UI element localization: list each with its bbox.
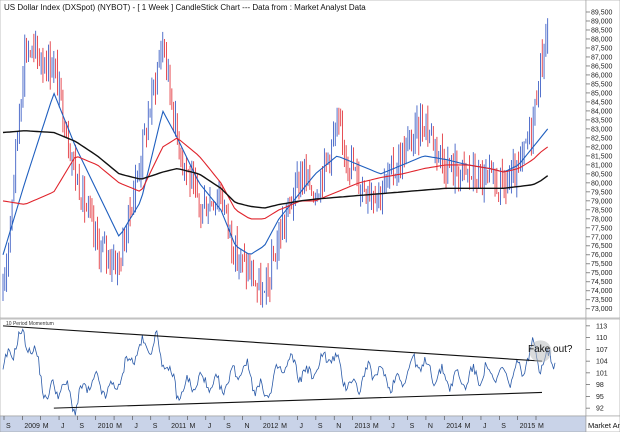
price-y-tick-label: 88,500 — [591, 27, 613, 34]
price-y-tick-label: 86,500 — [591, 63, 613, 70]
momentum-title: 10 Period Momentum — [6, 321, 54, 327]
momentum-y-tick-label: 104 — [596, 359, 608, 366]
momentum-line — [2, 328, 556, 416]
x-tick-label: M — [465, 423, 471, 430]
price-y-tick-label: 80,500 — [591, 171, 613, 178]
momentum-y-tick-label: 95 — [596, 394, 604, 401]
price-y-tick-label: 77,500 — [591, 225, 613, 232]
x-tick-label: N — [428, 423, 433, 430]
x-tick-label: M — [43, 423, 49, 430]
x-axis-band — [0, 415, 587, 433]
price-y-tick-label: 74,500 — [591, 279, 613, 286]
x-tick-label: 2013 — [355, 423, 371, 430]
price-y-tick-label: 76,500 — [591, 243, 613, 250]
x-tick-label: M — [373, 423, 379, 430]
x-tick-label: J — [391, 423, 395, 430]
axis-layer: 89,500 89,000 88,500 88,000 87,500 87,000 86,5… — [3, 9, 613, 430]
price-y-tick-label: 75,000 — [591, 270, 613, 277]
price-y-tick-label: 85,000 — [591, 90, 613, 97]
momentum-axis-panel — [585, 318, 620, 417]
upper-trendline — [2, 325, 543, 362]
price-y-tick-label: 89,500 — [591, 9, 613, 16]
x-tick-label: N — [244, 423, 249, 430]
moving-average-red — [2, 137, 549, 220]
price-y-tick-label: 79,500 — [591, 189, 613, 196]
moving-average-blue — [2, 91, 549, 255]
x-tick-label: 2009 — [24, 423, 40, 430]
footer-brand: Market Analyst 6 — [588, 421, 620, 430]
momentum-y-tick-label: 101 — [596, 370, 608, 377]
momentum-y-tick-label: 113 — [596, 323, 607, 330]
x-tick-label: J — [134, 423, 138, 430]
price-y-tick-label: 83,500 — [591, 117, 613, 124]
price-y-tick-label: 77,000 — [591, 234, 613, 241]
price-y-tick-label: 82,000 — [591, 144, 613, 151]
price-y-tick-label: 84,500 — [591, 99, 613, 106]
price-y-tick-label: 87,500 — [591, 45, 613, 52]
price-y-tick-label: 88,000 — [591, 36, 613, 43]
momentum-y-tick-label: 92 — [596, 406, 604, 413]
price-y-tick-label: 89,000 — [591, 18, 613, 25]
x-tick-label: M — [116, 423, 122, 430]
x-tick-label: 2014 — [446, 423, 462, 430]
price-y-tick-label: 79,000 — [591, 198, 613, 205]
x-tick-label: S — [6, 423, 11, 430]
x-tick-label: S — [226, 423, 231, 430]
price-y-tick-label: 81,500 — [591, 153, 613, 160]
x-tick-label: 2015 — [520, 423, 536, 430]
x-tick-label: 2012 — [263, 423, 279, 430]
x-tick-label: M — [281, 423, 287, 430]
price-y-tick-label: 74,000 — [591, 288, 613, 295]
x-tick-label: S — [318, 423, 323, 430]
x-tick-label: N — [336, 423, 341, 430]
price-y-tick-label: 82,500 — [591, 135, 613, 142]
momentum-y-tick-label: 98 — [596, 382, 604, 389]
price-y-tick-label: 75,500 — [591, 261, 613, 268]
x-tick-label: J — [208, 423, 212, 430]
x-tick-label: J — [61, 423, 65, 430]
price-y-tick-label: 73,500 — [591, 297, 613, 304]
price-y-tick-label: 84,000 — [591, 108, 613, 115]
price-y-tick-label: 87,000 — [591, 54, 613, 61]
price-panel-frame — [0, 0, 587, 319]
price-y-tick-label: 81,000 — [591, 162, 613, 169]
momentum-y-tick-label: 107 — [596, 347, 608, 354]
x-tick-label: S — [501, 423, 506, 430]
chart-title: US Dollar Index (DXSpot) (NYBOT) - [ 1 W… — [4, 3, 366, 12]
x-tick-label: M — [538, 423, 544, 430]
price-y-tick-label: 83,000 — [591, 126, 613, 133]
x-tick-label: S — [79, 423, 84, 430]
price-y-tick-label: 78,000 — [591, 216, 613, 223]
x-tick-label: J — [483, 423, 487, 430]
candles — [2, 18, 549, 308]
price-y-tick-label: 86,000 — [591, 72, 613, 79]
price-y-tick-label: 78,500 — [591, 207, 613, 214]
x-tick-label: J — [300, 423, 304, 430]
moving-average-black — [2, 130, 549, 209]
x-tick-label: 2011 — [171, 423, 186, 430]
momentum-layer — [2, 325, 556, 416]
price-axis-panel — [585, 0, 620, 319]
lower-trendline — [53, 391, 543, 409]
price-y-tick-label: 76,000 — [591, 252, 613, 259]
price-y-tick-label: 85,500 — [591, 81, 613, 88]
momentum-y-tick-label: 110 — [596, 335, 607, 342]
x-tick-label: S — [410, 423, 415, 430]
x-tick-label: 2010 — [98, 423, 114, 430]
x-tick-label: M — [189, 423, 195, 430]
fake-out-highlight — [529, 340, 552, 363]
price-y-tick-label: 73,000 — [591, 306, 613, 313]
price-y-tick-label: 80,000 — [591, 180, 613, 187]
price-layer — [2, 18, 549, 308]
x-tick-label: S — [153, 423, 158, 430]
fake-out-annotation: Fake out? — [528, 344, 573, 355]
momentum-panel-frame — [0, 318, 587, 417]
